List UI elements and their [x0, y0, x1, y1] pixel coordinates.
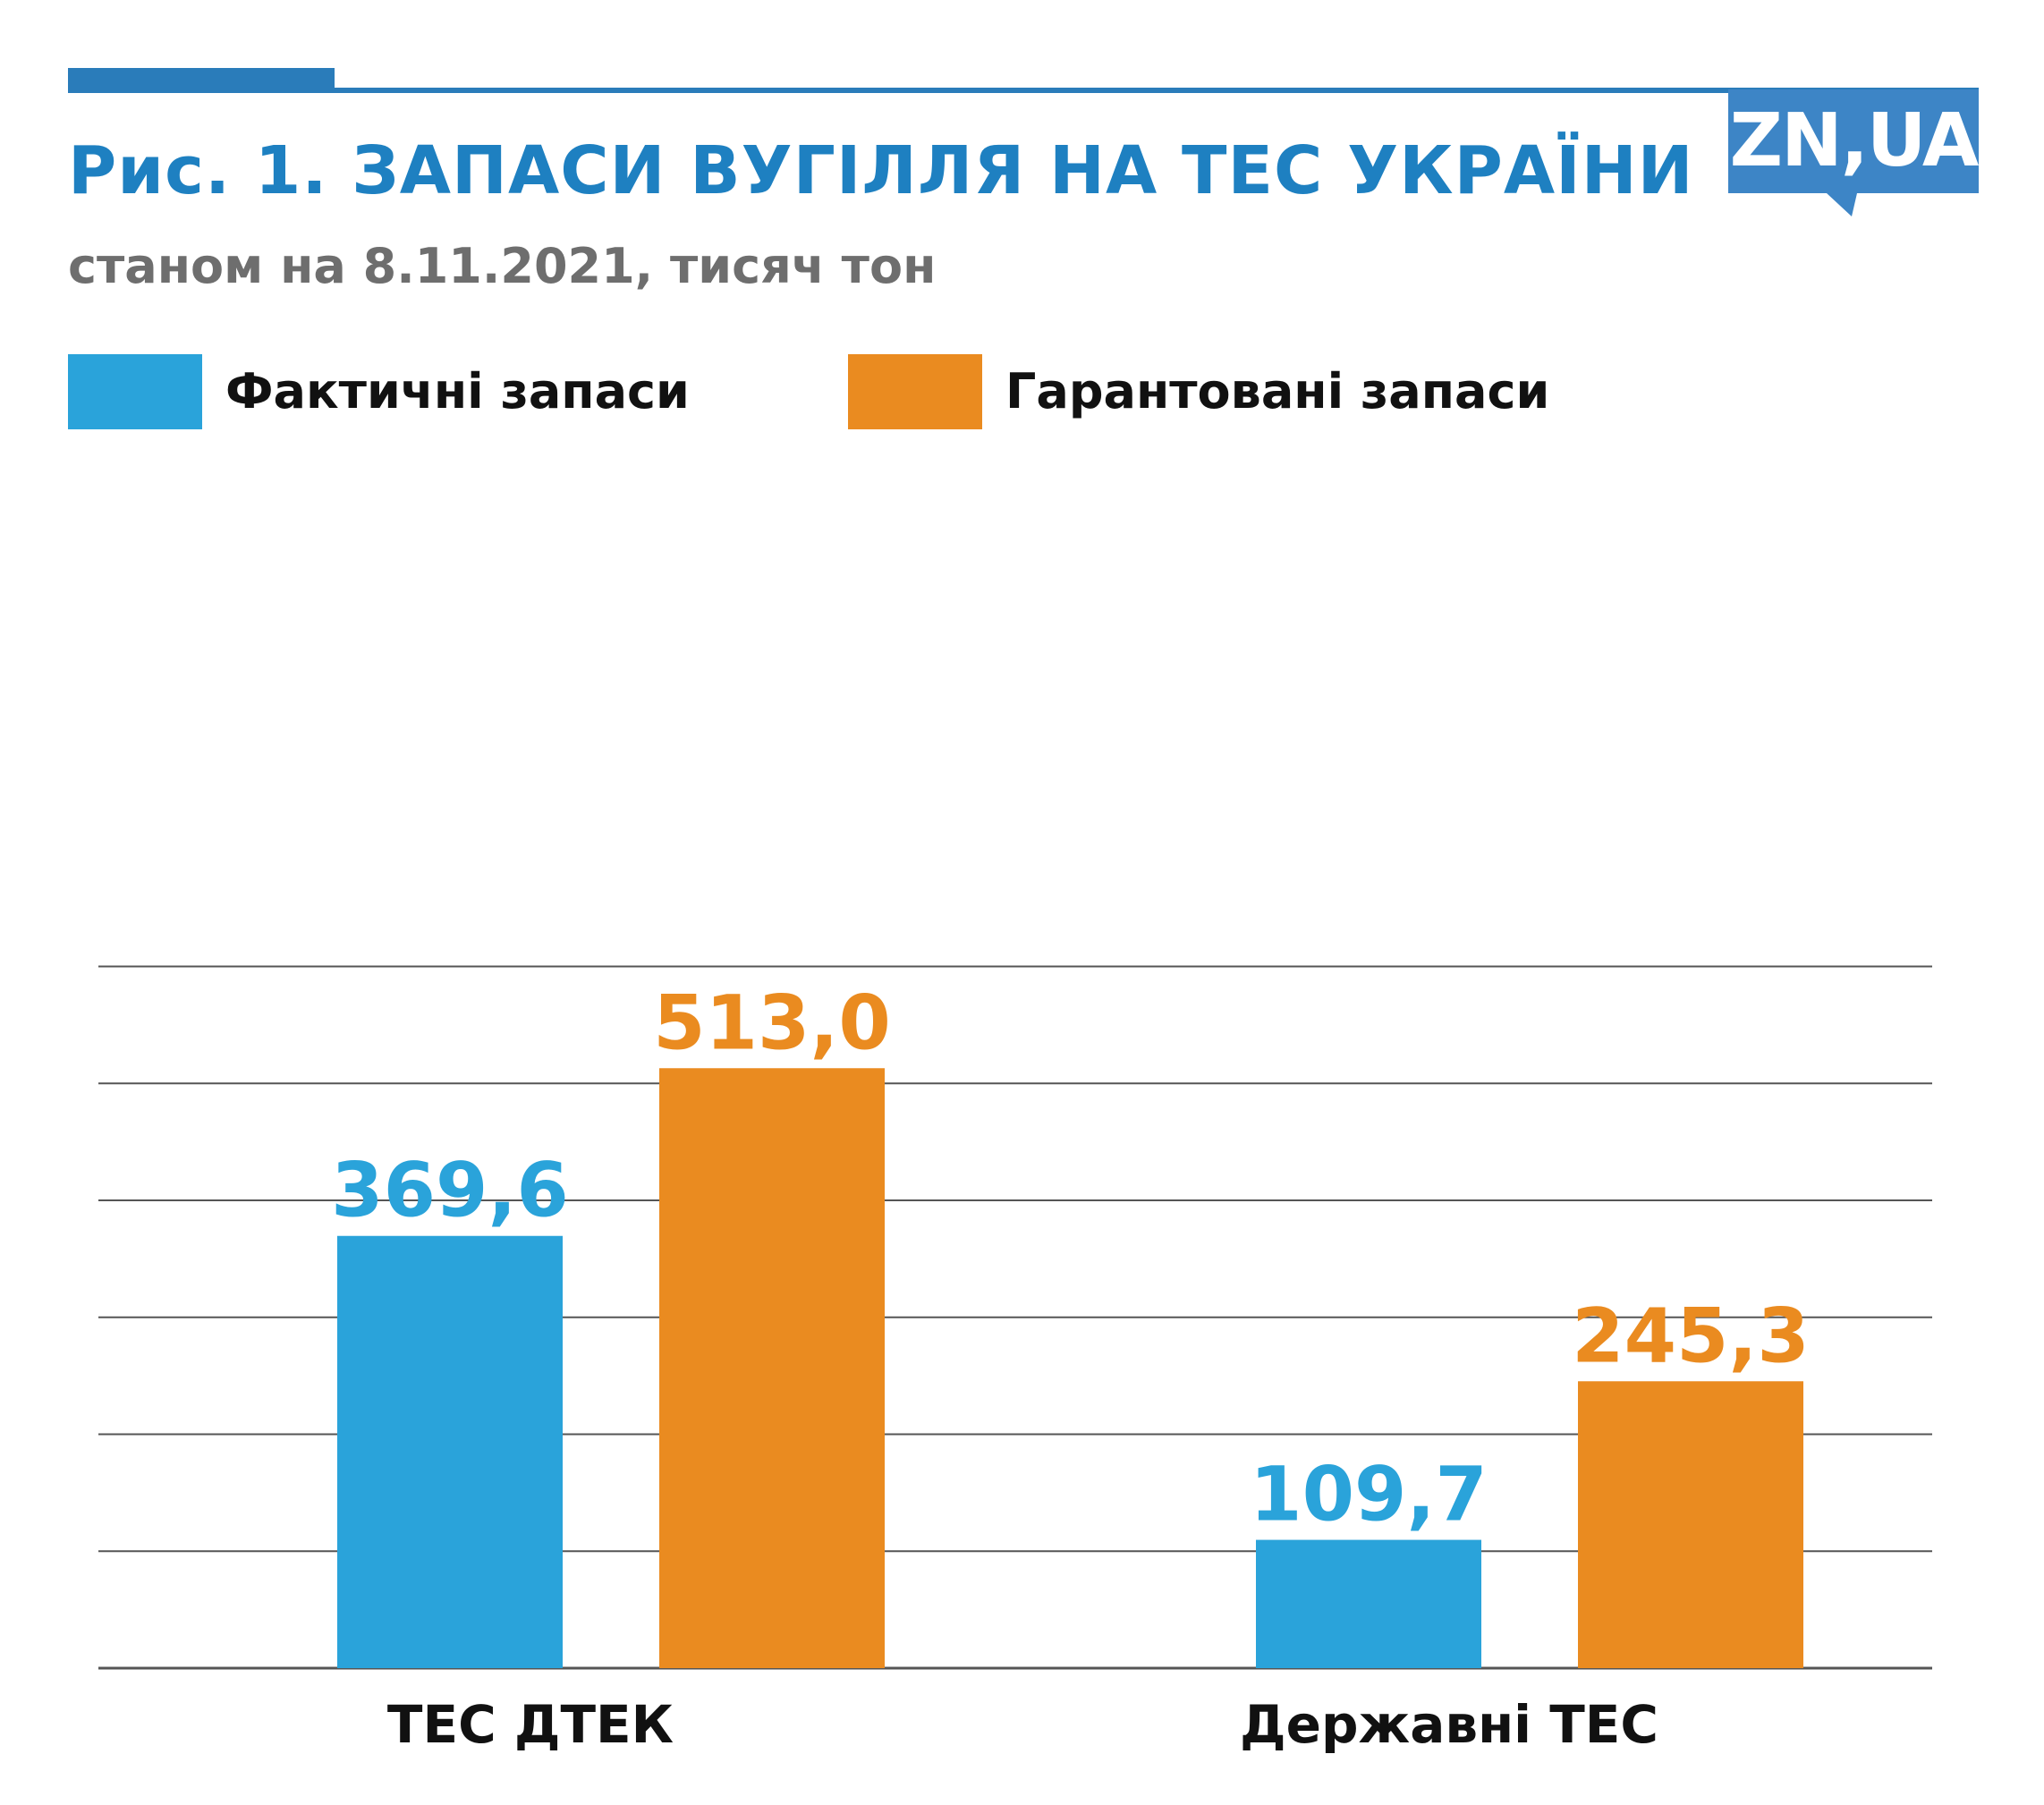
bar-guaranteed-0: [659, 1068, 885, 1668]
logo-tail: [1827, 193, 1857, 216]
logo-text: ZN,UA: [1729, 98, 1980, 183]
chart-subtitle: станом на 8.11.2021, тисяч тон: [68, 238, 937, 294]
bar-guaranteed-1: [1578, 1381, 1803, 1668]
top-rule: [68, 88, 1979, 93]
chart-title: Рис. 1. ЗАПАСИ ВУГІЛЛЯ НА ТЕС УКРАЇНИ: [68, 132, 1694, 209]
legend-label-actual: Фактичні запаси: [225, 363, 690, 419]
category-label-1: Державні ТЕС: [1240, 1694, 1658, 1755]
legend-label-guaranteed: Гарантовані запаси: [1005, 363, 1550, 419]
legend-swatch-guaranteed: [848, 354, 982, 429]
bar-actual-0: [337, 1235, 563, 1668]
legend-swatch-actual: [68, 354, 202, 429]
bar-actual-1: [1256, 1539, 1481, 1668]
category-label-0: ТЕС ДТЕК: [387, 1694, 674, 1755]
data-label-actual-0: 369,6: [331, 1147, 569, 1234]
data-label-guaranteed-1: 245,3: [1572, 1292, 1810, 1379]
logo: ZN,UA: [1728, 89, 1980, 216]
data-label-actual-1: 109,7: [1250, 1451, 1488, 1538]
top-rule-accent: [68, 68, 335, 93]
data-label-guaranteed-0: 513,0: [653, 979, 891, 1066]
